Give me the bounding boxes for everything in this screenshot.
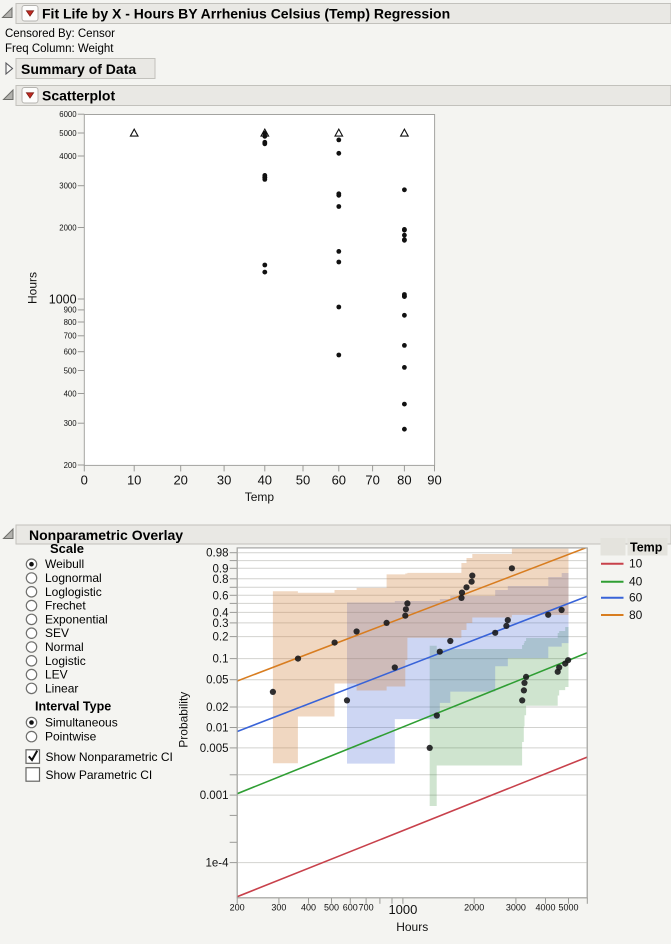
svg-text:300: 300 bbox=[64, 419, 78, 428]
svg-text:Probability: Probability bbox=[177, 692, 191, 748]
svg-text:2000: 2000 bbox=[59, 223, 77, 232]
svg-text:Freq Column: Weight: Freq Column: Weight bbox=[5, 43, 114, 55]
svg-text:200: 200 bbox=[230, 902, 245, 912]
svg-text:Show Nonparametric CI: Show Nonparametric CI bbox=[46, 750, 173, 764]
svg-text:200: 200 bbox=[64, 461, 78, 470]
svg-text:70: 70 bbox=[365, 472, 379, 487]
svg-text:600: 600 bbox=[343, 902, 358, 912]
svg-text:Temp: Temp bbox=[630, 541, 663, 555]
svg-text:0.1: 0.1 bbox=[213, 654, 229, 666]
svg-text:10: 10 bbox=[629, 557, 643, 571]
svg-text:600: 600 bbox=[64, 348, 78, 357]
svg-text:0.005: 0.005 bbox=[200, 743, 229, 755]
svg-text:0.4: 0.4 bbox=[213, 607, 230, 619]
svg-text:6000: 6000 bbox=[59, 110, 77, 119]
svg-text:500: 500 bbox=[64, 366, 78, 375]
svg-text:400: 400 bbox=[301, 902, 316, 912]
svg-text:60: 60 bbox=[332, 472, 346, 487]
svg-text:4000: 4000 bbox=[535, 902, 555, 912]
svg-text:Interval Type: Interval Type bbox=[35, 700, 111, 714]
svg-text:1000: 1000 bbox=[388, 902, 417, 917]
svg-text:0.8: 0.8 bbox=[213, 574, 229, 586]
svg-text:Pointwise: Pointwise bbox=[45, 730, 97, 744]
svg-text:LEV: LEV bbox=[45, 668, 68, 682]
svg-text:SEV: SEV bbox=[45, 626, 69, 640]
svg-text:Nonparametric Overlay: Nonparametric Overlay bbox=[29, 527, 183, 543]
svg-text:0: 0 bbox=[81, 472, 88, 487]
svg-text:Simultaneous: Simultaneous bbox=[45, 716, 118, 730]
svg-text:3000: 3000 bbox=[59, 182, 77, 191]
svg-text:90: 90 bbox=[427, 472, 441, 487]
svg-text:0.2: 0.2 bbox=[213, 632, 229, 644]
svg-text:Weibull: Weibull bbox=[45, 557, 84, 571]
svg-text:700: 700 bbox=[359, 902, 374, 912]
svg-text:10: 10 bbox=[127, 472, 141, 487]
svg-text:80: 80 bbox=[629, 608, 643, 622]
svg-text:Normal: Normal bbox=[45, 640, 84, 654]
svg-text:900: 900 bbox=[64, 306, 78, 315]
svg-text:300: 300 bbox=[271, 902, 286, 912]
svg-text:Linear: Linear bbox=[45, 681, 78, 695]
svg-text:Hours: Hours bbox=[26, 272, 40, 304]
svg-text:Fit Life by X - Hours BY Arrhe: Fit Life by X - Hours BY Arrhenius Celsi… bbox=[42, 6, 450, 22]
svg-text:3000: 3000 bbox=[506, 902, 526, 912]
svg-text:800: 800 bbox=[64, 318, 78, 327]
svg-text:60: 60 bbox=[629, 591, 643, 605]
svg-text:Lognormal: Lognormal bbox=[45, 571, 102, 585]
svg-text:0.3: 0.3 bbox=[213, 618, 229, 630]
svg-text:Scatterplot: Scatterplot bbox=[42, 88, 115, 104]
svg-text:700: 700 bbox=[64, 332, 78, 341]
svg-text:0.98: 0.98 bbox=[206, 548, 228, 560]
svg-text:0.02: 0.02 bbox=[206, 702, 228, 714]
svg-text:0.6: 0.6 bbox=[213, 590, 229, 602]
svg-text:0.001: 0.001 bbox=[200, 790, 229, 802]
svg-text:40: 40 bbox=[258, 472, 272, 487]
svg-text:0.01: 0.01 bbox=[206, 723, 228, 735]
svg-text:0.9: 0.9 bbox=[213, 563, 229, 575]
svg-text:Temp: Temp bbox=[245, 490, 275, 504]
svg-text:30: 30 bbox=[217, 472, 231, 487]
svg-text:5000: 5000 bbox=[558, 902, 578, 912]
svg-text:20: 20 bbox=[173, 472, 187, 487]
svg-text:Summary of Data: Summary of Data bbox=[21, 61, 136, 77]
svg-text:2000: 2000 bbox=[464, 902, 484, 912]
svg-text:Censored By: Censor: Censored By: Censor bbox=[5, 28, 115, 40]
svg-text:4000: 4000 bbox=[59, 152, 77, 161]
svg-text:5000: 5000 bbox=[59, 129, 77, 138]
svg-text:Logistic: Logistic bbox=[45, 654, 86, 668]
svg-text:1e-4: 1e-4 bbox=[205, 858, 229, 870]
svg-text:Hours: Hours bbox=[396, 920, 428, 934]
svg-text:1000: 1000 bbox=[49, 293, 77, 307]
svg-text:0.05: 0.05 bbox=[206, 675, 228, 687]
svg-text:Loglogistic: Loglogistic bbox=[45, 585, 102, 599]
svg-text:500: 500 bbox=[324, 902, 339, 912]
svg-text:Show Parametric CI: Show Parametric CI bbox=[46, 768, 153, 782]
svg-text:50: 50 bbox=[296, 472, 310, 487]
svg-text:Scale: Scale bbox=[50, 541, 84, 556]
svg-text:80: 80 bbox=[397, 472, 411, 487]
svg-text:Frechet: Frechet bbox=[45, 599, 86, 613]
svg-text:400: 400 bbox=[64, 389, 78, 398]
svg-text:Exponential: Exponential bbox=[45, 612, 108, 626]
svg-text:40: 40 bbox=[629, 575, 643, 589]
